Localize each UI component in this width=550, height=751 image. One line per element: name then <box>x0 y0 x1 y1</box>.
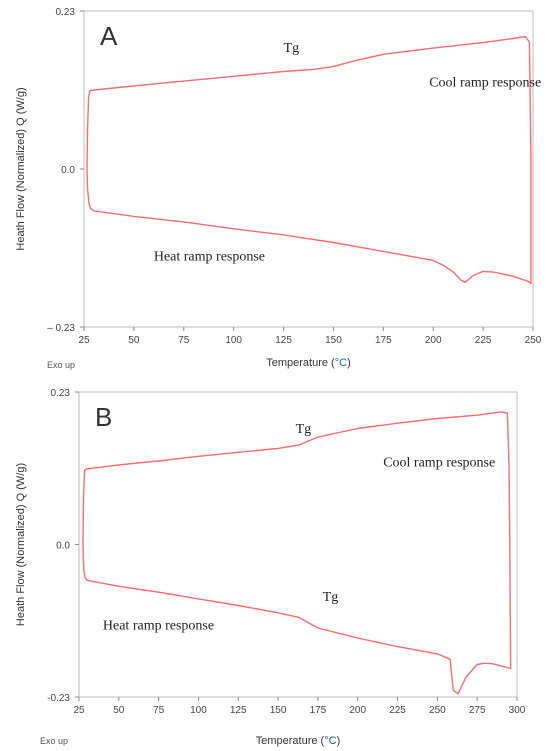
curve-annotation: Cool ramp response <box>383 455 495 470</box>
x-tick-label: 200 <box>349 705 366 716</box>
chart-panel-b: 25 50 75 100 125 150 175 200 225 250 275 300 0.23 0.0… <box>15 388 526 747</box>
exo-up-label: Exo up <box>47 360 75 370</box>
x-tick-label: 25 <box>73 705 85 716</box>
x-tick-label: 250 <box>525 335 542 346</box>
x-tick-label: 175 <box>310 705 327 716</box>
dsc-curve <box>82 411 512 695</box>
curve-annotation: Tg <box>296 422 312 437</box>
x-tick-label: 150 <box>270 705 287 716</box>
x-tick-label: 225 <box>389 705 406 716</box>
x-tick-label: 100 <box>225 335 242 346</box>
chart-panel-a: 25 50 75 100 125 150 175 200 225 250 0.23 0.0 – 0.23… <box>15 7 542 370</box>
y-tick-label: 0.0 <box>61 165 75 176</box>
dsc-curve <box>86 35 532 285</box>
x-tick-label: 125 <box>275 335 292 346</box>
x-tick-label: 50 <box>128 335 140 346</box>
curve-annotation: Heat ramp response <box>154 249 265 264</box>
x-tick-label: 275 <box>469 705 486 716</box>
exo-up-label: Exo up <box>40 736 68 746</box>
x-axis-unit: °C <box>324 735 336 747</box>
x-axis-unit: °C <box>335 357 347 369</box>
x-axis-label-part: ) <box>337 735 341 747</box>
panel-label: B <box>95 402 112 432</box>
x-tick-label: 125 <box>230 705 247 716</box>
x-tick-label: 75 <box>153 705 165 716</box>
y-axis-label: Heath Flow (Normalized) Q (W/g) <box>15 463 27 626</box>
curve-annotation: Cool ramp response <box>429 76 541 91</box>
x-tick-label: 250 <box>429 705 446 716</box>
x-axis-label-part: ) <box>347 357 351 369</box>
curve-annotation: Heat ramp response <box>103 618 214 633</box>
panel-label: A <box>100 21 118 51</box>
y-tick-label: 0.23 <box>51 388 71 399</box>
x-tick-label: 75 <box>178 335 190 346</box>
y-tick-label: -0.23 <box>47 693 70 704</box>
x-tick-label: 200 <box>425 335 442 346</box>
plot-frame <box>83 10 534 328</box>
x-axis-label: Temperature (°C) <box>266 357 351 369</box>
x-axis-label-part: Temperature ( <box>256 735 325 747</box>
x-tick-label: 150 <box>325 335 342 346</box>
y-axis-label: Heath Flow (Normalized) Q (W/g) <box>15 87 27 250</box>
curve-annotation: Tg <box>323 590 339 605</box>
y-tick-label: 0.23 <box>56 7 76 18</box>
y-tick-label: 0.0 <box>56 541 70 552</box>
x-tick-label: 175 <box>375 335 392 346</box>
y-tick-label: – 0.23 <box>47 323 75 334</box>
x-axis-label: Temperature (°C) <box>256 735 341 747</box>
curve-annotation: Tg <box>284 41 300 56</box>
x-tick-label: 100 <box>190 705 207 716</box>
x-tick-label: 25 <box>78 335 90 346</box>
plot-frame <box>78 391 518 698</box>
x-tick-label: 50 <box>113 705 125 716</box>
x-tick-label: 300 <box>509 705 526 716</box>
x-axis-label-part: Temperature ( <box>266 357 335 369</box>
x-tick-label: 225 <box>475 335 492 346</box>
